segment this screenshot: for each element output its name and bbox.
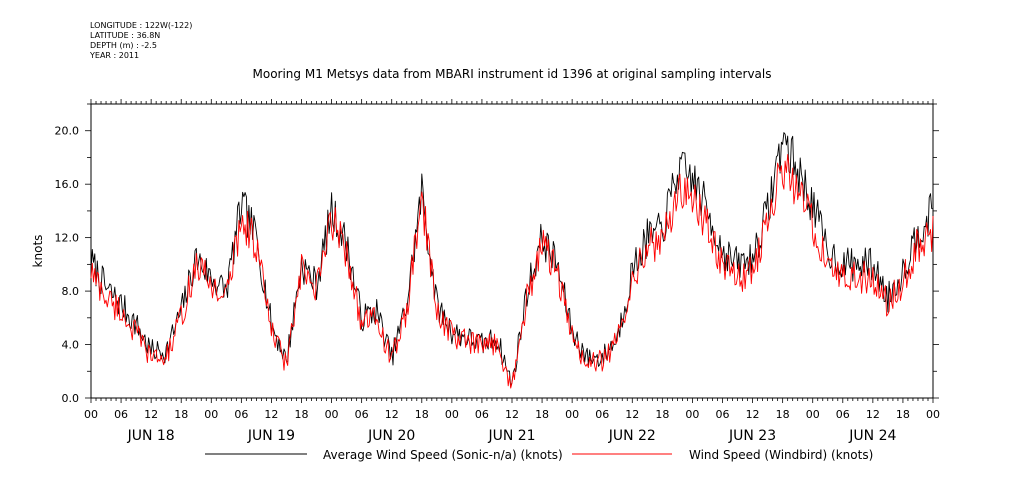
- x-hour-tick-label: 18: [655, 408, 669, 421]
- x-hour-tick-label: 00: [445, 408, 459, 421]
- y-tick-label: 0.0: [62, 392, 80, 405]
- x-hour-tick-label: 12: [144, 408, 158, 421]
- y-tick-label: 20.0: [55, 125, 80, 138]
- y-tick-label: 12.0: [55, 232, 80, 245]
- x-day-label: JUN 22: [608, 428, 656, 444]
- y-axis-label: knots: [31, 235, 45, 268]
- x-hour-tick-label: 18: [415, 408, 429, 421]
- year-label: YEAR : 2011: [90, 51, 140, 60]
- x-day-label: JUN 18: [127, 428, 175, 444]
- x-hour-tick-label: 00: [565, 408, 579, 421]
- x-day-label: JUN 19: [247, 428, 295, 444]
- x-hour-tick-label: 00: [926, 408, 940, 421]
- x-hour-tick-label: 06: [595, 408, 609, 421]
- x-hour-tick-label: 18: [295, 408, 309, 421]
- x-hour-tick-label: 18: [174, 408, 188, 421]
- metadata-block: LONGITUDE : 122W(-122) LATITUDE : 36.8N …: [90, 21, 192, 61]
- x-hour-tick-label: 00: [325, 408, 339, 421]
- longitude-label: LONGITUDE : 122W(-122): [90, 21, 193, 30]
- x-hour-tick-label: 18: [535, 408, 549, 421]
- x-hour-tick-label: 00: [204, 408, 218, 421]
- x-hour-tick-label: 00: [84, 408, 98, 421]
- plot-frame: [90, 103, 934, 399]
- x-hour-tick-label: 12: [625, 408, 639, 421]
- x-hour-tick-label: 12: [866, 408, 880, 421]
- x-hour-tick-label: 06: [355, 408, 369, 421]
- y-tick-label: 4.0: [62, 339, 80, 352]
- x-hour-tick-label: 18: [896, 408, 910, 421]
- x-day-label: JUN 21: [487, 428, 535, 444]
- legend-label-average-wind-speed: Average Wind Speed (Sonic-n/a) (knots): [323, 448, 563, 462]
- chart-title: Mooring M1 Metsys data from MBARI instru…: [252, 67, 772, 81]
- x-hour-tick-label: 12: [264, 408, 278, 421]
- y-tick-label: 16.0: [55, 178, 80, 191]
- x-hour-tick-label: 06: [716, 408, 730, 421]
- x-hour-tick-label: 00: [685, 408, 699, 421]
- x-hour-tick-label: 06: [475, 408, 489, 421]
- x-hour-tick-label: 00: [806, 408, 820, 421]
- x-hour-tick-label: 12: [505, 408, 519, 421]
- x-hour-tick-label: 12: [746, 408, 760, 421]
- x-day-label: JUN 20: [367, 428, 415, 444]
- series-line-windbird-wind-speed: [90, 153, 934, 389]
- x-day-label: JUN 24: [848, 428, 896, 444]
- series-line-average-wind-speed: [90, 132, 934, 388]
- depth-label: DEPTH (m) : -2.5: [90, 41, 157, 50]
- x-day-label: JUN 23: [728, 428, 776, 444]
- x-hour-tick-label: 18: [776, 408, 790, 421]
- y-tick-label: 8.0: [62, 285, 80, 298]
- x-hour-tick-label: 06: [234, 408, 248, 421]
- x-hour-tick-label: 12: [385, 408, 399, 421]
- legend-label-windbird-wind-speed: Wind Speed (Windbird) (knots): [689, 448, 873, 462]
- x-hour-tick-label: 06: [114, 408, 128, 421]
- x-hour-tick-label: 06: [836, 408, 850, 421]
- latitude-label: LATITUDE : 36.8N: [90, 31, 161, 40]
